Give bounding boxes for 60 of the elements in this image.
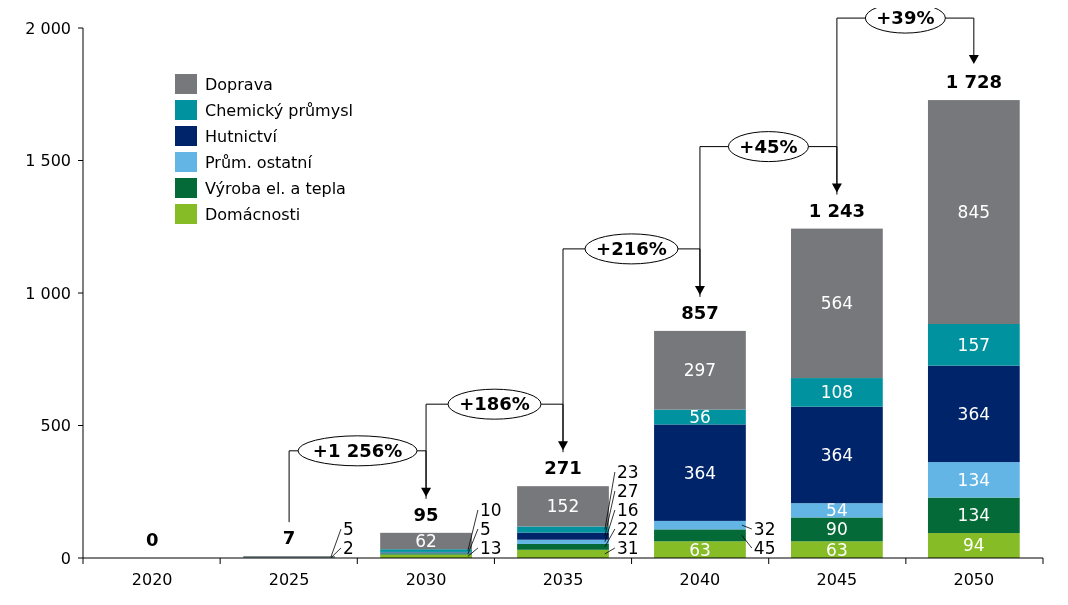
data-label: 54 [826, 500, 848, 521]
legend-label: Výroba el. a tepla [205, 178, 346, 198]
legend-label: Hutnictví [205, 126, 278, 146]
legend-label: Domácnosti [205, 204, 301, 224]
data-label: 364 [683, 462, 717, 483]
data-label: 27 [616, 480, 639, 501]
data-label: 134 [957, 505, 991, 526]
annotation: +39% [876, 7, 935, 29]
data-label: 94 [963, 535, 985, 556]
data-label: 157 [957, 334, 991, 355]
data-label: 63 [826, 539, 848, 560]
legend-label: Chemický průmysl [205, 100, 353, 120]
data-label: 5 [342, 518, 354, 539]
total-label: 0 [145, 529, 159, 550]
data-label: 22 [616, 518, 639, 539]
annotation: +186% [459, 393, 530, 415]
total-label: 95 [413, 503, 439, 525]
legend-label: Doprava [205, 74, 273, 94]
data-label: 152 [546, 496, 580, 517]
y-tick-label: 0 [60, 548, 71, 568]
data-label: 10 [479, 499, 502, 520]
data-label: 56 [689, 406, 711, 427]
data-label: 364 [820, 444, 854, 465]
data-label: 16 [616, 499, 639, 520]
annotation: +45% [739, 135, 798, 157]
data-label: 31 [616, 537, 639, 558]
data-label: 108 [820, 382, 854, 403]
data-label: 90 [826, 519, 848, 540]
y-tick-label: 1 000 [25, 283, 71, 303]
data-label: 297 [683, 360, 717, 381]
total-label: 271 [544, 457, 582, 479]
total-label: 1 243 [808, 199, 866, 221]
x-tick-label: 2025 [268, 570, 310, 589]
total-label: 7 [282, 527, 296, 549]
y-tick-label: 2 000 [25, 18, 71, 38]
data-label: 134 [957, 469, 991, 490]
x-tick-label: 2040 [679, 570, 721, 589]
data-label: 564 [820, 293, 854, 314]
data-label: 2 [342, 537, 354, 558]
x-tick-label: 2050 [953, 570, 995, 589]
annotation: +1 256% [312, 440, 403, 462]
data-label: 32 [753, 518, 776, 539]
y-tick-label: 1 500 [25, 151, 71, 171]
data-label: 45 [753, 537, 776, 558]
legend-label: Prům. ostatní [205, 152, 313, 172]
y-tick-label: 500 [40, 416, 71, 436]
total-label: 857 [681, 301, 719, 323]
data-label: 364 [957, 403, 991, 424]
x-tick-label: 2030 [405, 570, 447, 589]
annotation: +216% [596, 238, 667, 260]
x-tick-label: 2020 [131, 570, 173, 589]
data-label: 63 [689, 539, 711, 560]
data-label: 5 [479, 518, 491, 539]
data-label: 13 [479, 537, 502, 558]
total-label: 1 728 [945, 71, 1003, 93]
x-tick-label: 2045 [816, 570, 858, 589]
data-label: 23 [616, 461, 639, 482]
x-tick-label: 2035 [542, 570, 584, 589]
data-label: 62 [415, 530, 437, 551]
data-label: 845 [957, 201, 991, 222]
